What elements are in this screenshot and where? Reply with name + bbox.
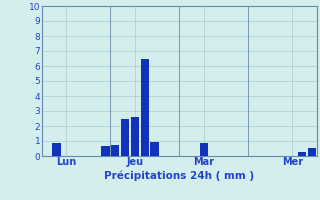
- Bar: [150, 142, 159, 156]
- Bar: [308, 148, 316, 156]
- Bar: [200, 142, 208, 156]
- Bar: [101, 146, 110, 156]
- Bar: [52, 142, 60, 156]
- X-axis label: Précipitations 24h ( mm ): Précipitations 24h ( mm ): [104, 170, 254, 181]
- Bar: [131, 117, 139, 156]
- Bar: [121, 118, 129, 156]
- Bar: [298, 152, 306, 156]
- Bar: [111, 145, 119, 156]
- Bar: [140, 58, 149, 156]
